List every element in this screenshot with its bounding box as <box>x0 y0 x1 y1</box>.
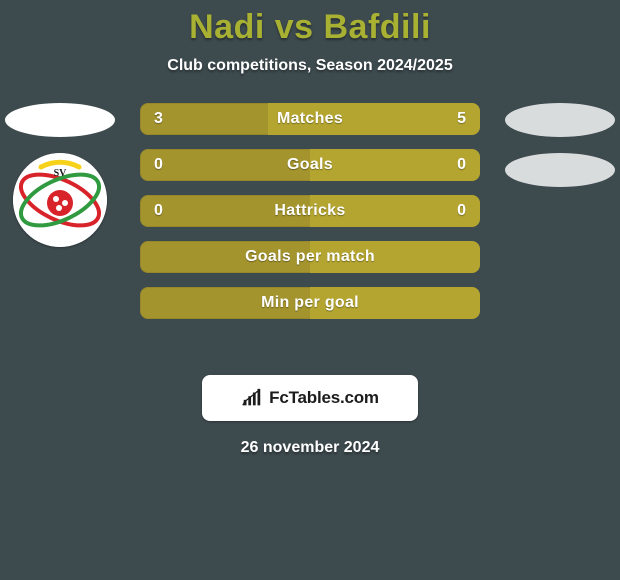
stat-bars: 3Matches50Goals00Hattricks0Goals per mat… <box>140 103 480 319</box>
stat-right-value: 0 <box>457 202 466 220</box>
right-team-nameplate-2 <box>505 153 615 187</box>
right-team-column <box>500 103 620 187</box>
comparison-body: SV 3Matches50Goals00Hattricks0Goals per … <box>0 103 620 363</box>
stat-bar: 3Matches5 <box>140 103 480 135</box>
stat-bar: 0Hattricks0 <box>140 195 480 227</box>
stat-label: Min per goal <box>140 294 480 312</box>
stat-label: Goals per match <box>140 248 480 266</box>
svg-text:SV: SV <box>54 168 68 179</box>
stat-right-value: 5 <box>457 110 466 128</box>
page-subtitle: Club competitions, Season 2024/2025 <box>0 57 620 75</box>
comparison-card: Nadi vs Bafdili Club competitions, Seaso… <box>0 8 620 457</box>
right-team-nameplate-1 <box>505 103 615 137</box>
stat-label: Hattricks <box>140 202 480 220</box>
left-team-badge: SV <box>13 153 107 247</box>
page-title: Nadi vs Bafdili <box>0 8 620 47</box>
left-team-column: SV <box>0 103 120 247</box>
brand-card: FcTables.com <box>202 375 418 421</box>
footer-date: 26 november 2024 <box>0 439 620 457</box>
stat-bar: Goals per match <box>140 241 480 273</box>
stat-bar: 0Goals0 <box>140 149 480 181</box>
stat-label: Goals <box>140 156 480 174</box>
bar-chart-icon <box>241 387 263 409</box>
stat-label: Matches <box>140 110 480 128</box>
left-team-nameplate <box>5 103 115 137</box>
brand-text: FcTables.com <box>269 388 379 408</box>
stat-bar: Min per goal <box>140 287 480 319</box>
club-crest-icon: SV <box>13 153 107 247</box>
stat-right-value: 0 <box>457 156 466 174</box>
